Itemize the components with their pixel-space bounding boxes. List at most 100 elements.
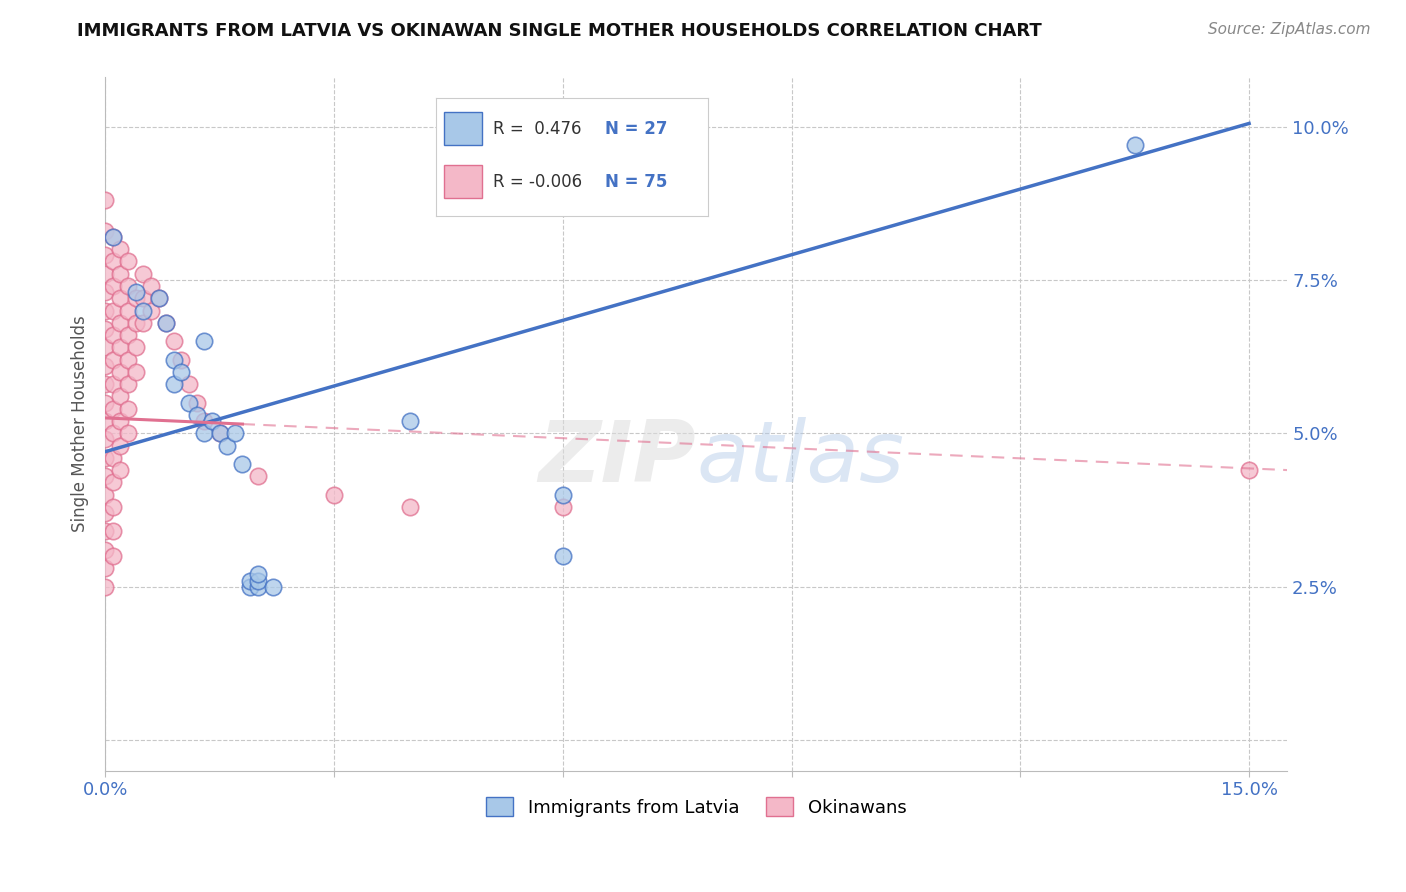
Point (110, 438, 132, 452)
Point (94, 377, 117, 392)
Point (117, 328, 139, 343)
Point (148, 291, 170, 305)
Point (94, 193, 117, 207)
Point (399, 500, 422, 514)
Point (208, 426, 231, 441)
Point (148, 291, 170, 305)
Point (94, 542, 117, 557)
Point (117, 426, 139, 441)
Point (239, 574, 262, 588)
Point (399, 414, 422, 428)
Point (94, 359, 117, 373)
Point (94, 506, 117, 520)
Point (101, 254, 124, 268)
Point (125, 285, 148, 300)
Legend: Immigrants from Latvia, Okinawans: Immigrants from Latvia, Okinawans (479, 790, 914, 824)
Point (155, 316, 177, 330)
Point (246, 567, 269, 582)
Point (94, 450, 117, 465)
Point (246, 580, 269, 594)
Point (139, 279, 162, 293)
Point (132, 267, 155, 281)
Point (239, 580, 262, 594)
Point (94, 224, 117, 238)
Point (170, 365, 193, 379)
Point (117, 401, 139, 416)
Y-axis label: Single Mother Households: Single Mother Households (72, 316, 89, 533)
Point (110, 414, 132, 428)
Point (155, 316, 177, 330)
Point (101, 303, 124, 318)
Point (551, 488, 574, 502)
Point (125, 365, 148, 379)
Point (551, 549, 574, 563)
Point (117, 254, 139, 268)
Point (110, 267, 132, 281)
Point (94, 488, 117, 502)
Point (94, 248, 117, 262)
Point (246, 574, 269, 588)
Point (208, 426, 231, 441)
Point (163, 334, 186, 349)
Point (94, 285, 117, 300)
Point (224, 426, 246, 441)
Point (101, 475, 124, 490)
Point (163, 352, 186, 367)
Point (186, 395, 208, 409)
Point (246, 469, 269, 483)
Point (101, 328, 124, 343)
Point (125, 291, 148, 305)
Point (110, 389, 132, 403)
Point (125, 316, 148, 330)
Point (110, 340, 132, 354)
Point (110, 242, 132, 256)
Point (94, 395, 117, 409)
Point (193, 414, 215, 428)
Point (262, 580, 284, 594)
Point (323, 488, 346, 502)
Point (94, 414, 117, 428)
Point (132, 316, 155, 330)
Point (101, 450, 124, 465)
Point (132, 291, 155, 305)
Text: Source: ZipAtlas.com: Source: ZipAtlas.com (1208, 22, 1371, 37)
Point (125, 340, 148, 354)
Point (94, 322, 117, 336)
Point (1237, 463, 1260, 477)
Point (177, 377, 200, 392)
Point (186, 408, 208, 422)
Point (101, 352, 124, 367)
Point (110, 291, 132, 305)
Text: IMMIGRANTS FROM LATVIA VS OKINAWAN SINGLE MOTHER HOUSEHOLDS CORRELATION CHART: IMMIGRANTS FROM LATVIA VS OKINAWAN SINGL… (77, 22, 1042, 40)
Point (101, 524, 124, 539)
Point (101, 401, 124, 416)
Point (94, 303, 117, 318)
Point (132, 303, 155, 318)
Point (110, 463, 132, 477)
Point (201, 414, 224, 428)
Point (193, 426, 215, 441)
Point (101, 279, 124, 293)
Point (170, 352, 193, 367)
Point (94, 524, 117, 539)
Point (117, 377, 139, 392)
Point (94, 580, 117, 594)
Point (94, 433, 117, 447)
Point (94, 561, 117, 575)
Text: ZIP: ZIP (538, 417, 696, 500)
Point (117, 303, 139, 318)
Text: atlas: atlas (696, 417, 904, 500)
Point (94, 469, 117, 483)
Point (101, 549, 124, 563)
Point (94, 340, 117, 354)
Point (101, 377, 124, 392)
Point (101, 500, 124, 514)
Point (117, 279, 139, 293)
Point (1123, 137, 1146, 152)
Point (110, 365, 132, 379)
Point (101, 230, 124, 244)
Point (117, 352, 139, 367)
Point (193, 334, 215, 349)
Point (94, 267, 117, 281)
Point (177, 395, 200, 409)
